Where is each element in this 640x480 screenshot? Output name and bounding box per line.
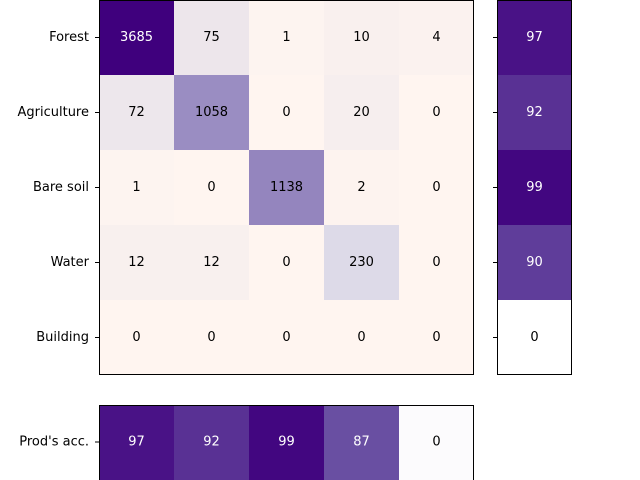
axes-frames [99,0,572,480]
matrix-cell [174,75,249,150]
matrix-cell [324,0,399,75]
producer-accuracy-value: 87 [353,435,370,450]
matrix-cell-value: 1138 [270,180,303,195]
matrix-cell-value: 0 [432,255,440,270]
matrix-cell-value: 1 [132,180,140,195]
row-label: Water [51,255,90,270]
matrix-cell [249,300,324,375]
matrix-cell-value: 0 [132,330,140,345]
matrix-cell [99,150,174,225]
user-accuracy-cell [497,225,572,300]
matrix-cell [324,300,399,375]
user-accuracy-cell [497,150,572,225]
producer-accuracy-value: 92 [203,435,220,450]
matrix-cell [399,75,474,150]
user-accuracy-cells: 97 92 99 90 0 [497,0,572,375]
producer-accuracy-cell [399,405,474,480]
user-accuracy-value: 99 [526,180,543,195]
matrix-cell [99,300,174,375]
user-accuracy-cell [497,75,572,150]
matrix-cell-value: 0 [282,330,290,345]
matrix-cell [174,225,249,300]
matrix-cell [399,0,474,75]
matrix-cell-value: 3685 [120,30,153,45]
producer-accuracy-cell [324,405,399,480]
matrix-cell [99,0,174,75]
row-labels: Forest Agriculture Bare soil Water Building P… [18,30,497,450]
matrix-cell [99,75,174,150]
matrix-cell [249,75,324,150]
user-accuracy-frame [497,0,572,375]
producer-accuracy-value: 99 [278,435,295,450]
matrix-cells: 3685 75 1 10 472 1058 0 20 01 0 1138 2 012 12 0 230 00 0 0… [99,0,474,375]
matrix-cell [249,0,324,75]
matrix-cell-value: 10 [353,30,370,45]
matrix-cell-value: 0 [432,330,440,345]
matrix-cell-value: 0 [357,330,365,345]
matrix-cell-value: 0 [282,105,290,120]
user-accuracy-value: 97 [526,30,543,45]
matrix-cell-value: 75 [203,30,220,45]
matrix-cell [174,300,249,375]
matrix-cell-value: 0 [207,330,215,345]
matrix-cell [324,150,399,225]
matrix-cell-value: 0 [432,105,440,120]
user-accuracy-value: 92 [526,105,543,120]
matrix-cell-value: 20 [353,105,370,120]
producer-accuracy-cells: 97 92 99 87 0 [99,405,474,480]
producer-accuracy-cell [249,405,324,480]
matrix-cell-value: 4 [432,30,440,45]
producer-accuracy-frame [99,405,474,480]
user-accuracy-value: 90 [526,255,543,270]
matrix-cell [324,225,399,300]
user-accuracy-cell [497,300,572,375]
row-label: Forest [49,30,89,45]
matrix-cell [174,150,249,225]
matrix-cell-value: 12 [203,255,220,270]
producer-accuracy-cell [174,405,249,480]
producer-accuracy-value: 97 [128,435,145,450]
matrix-cell-value: 2 [357,180,365,195]
matrix-frame [99,0,474,375]
matrix-cell-value: 1058 [195,105,228,120]
user-accuracy-cell [497,0,572,75]
matrix-cell-value: 1 [282,30,290,45]
row-label: Agriculture [18,105,90,120]
matrix-cell [249,150,324,225]
matrix-cell-value: 0 [207,180,215,195]
matrix-cell-value: 230 [349,255,374,270]
producer-accuracy-cell [99,405,174,480]
row-label: Bare soil [33,180,89,195]
row-label: Building [36,330,89,345]
matrix-cell-value: 72 [128,105,145,120]
matrix-cell [399,300,474,375]
matrix-cell-value: 12 [128,255,145,270]
user-accuracy-value: 0 [530,330,538,345]
matrix-cell [399,225,474,300]
matrix-cell [174,0,249,75]
matrix-cell-value: 0 [432,180,440,195]
matrix-cell-value: 0 [282,255,290,270]
matrix-cell [99,225,174,300]
matrix-cell [249,225,324,300]
matrix-cell [324,75,399,150]
producer-accuracy-label: Prod's acc. [19,435,89,450]
matrix-cell [399,150,474,225]
producer-accuracy-value: 0 [432,435,440,450]
